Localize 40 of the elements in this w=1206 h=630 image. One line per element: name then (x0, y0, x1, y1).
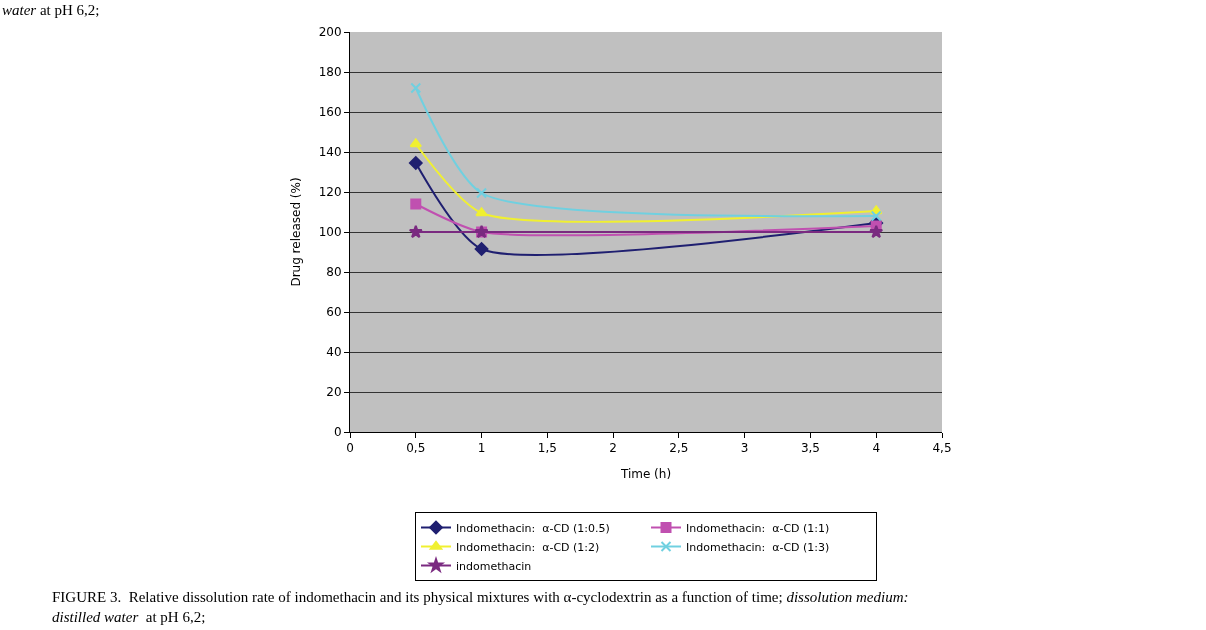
x-tick-label: 3 (740, 441, 749, 456)
y-tick-label: 40 (326, 345, 342, 360)
y-tick-label: 120 (318, 185, 342, 200)
legend-label: Indomethacin: α-CD (1:3) (686, 540, 830, 554)
text: water at pH 6,2; (2, 2, 100, 18)
y-axis-title: Drug released (%) (288, 177, 303, 287)
x-axis-title: Time (h) (619, 467, 672, 482)
y-tick-label: 0 (333, 425, 342, 440)
x-tick-label: 3,5 (800, 441, 820, 456)
legend-label: Indomethacin: α-CD (1:0.5) (456, 521, 610, 535)
point (410, 82, 422, 94)
y-tick-label: 140 (318, 145, 342, 160)
point (869, 224, 884, 239)
text: FIGURE 3. Relative dissolution rate of indomethacin and its physical mixtures with α-cyclodextrin as a function of time; dissolution medium: distilled water at pH 6,2; (52, 589, 909, 625)
x-tick-label: 1 (477, 441, 486, 456)
x-tick-label: 0 (346, 441, 354, 456)
x-tick-label: 2,5 (669, 441, 689, 456)
point (408, 224, 423, 239)
y-tick-label: 100 (318, 225, 342, 240)
y-tick-label: 180 (318, 65, 342, 80)
legend-label: Indomethacin: α-CD (1:1) (686, 521, 830, 535)
x-tick-label: 0,5 (406, 441, 426, 456)
point (475, 207, 488, 217)
point (476, 187, 488, 199)
y-tick-label: 20 (326, 385, 342, 400)
x-tick-label: 4,5 (932, 441, 952, 456)
y-tick-label: 80 (326, 265, 342, 280)
point (409, 138, 422, 148)
y-tick-label: 160 (318, 105, 342, 120)
point (474, 242, 489, 256)
legend-label: indomethacin (456, 559, 532, 573)
legend-label: Indomethacin: α-CD (1:2) (456, 540, 600, 554)
x-tick-label: 2 (609, 441, 617, 456)
point (408, 156, 423, 170)
x-tick-label: 1,5 (537, 441, 557, 456)
x-tick-label: 4 (872, 441, 881, 456)
y-tick-label: 200 (318, 25, 342, 40)
point (870, 210, 882, 222)
y-tick-label: 60 (326, 305, 342, 320)
point (410, 198, 422, 210)
